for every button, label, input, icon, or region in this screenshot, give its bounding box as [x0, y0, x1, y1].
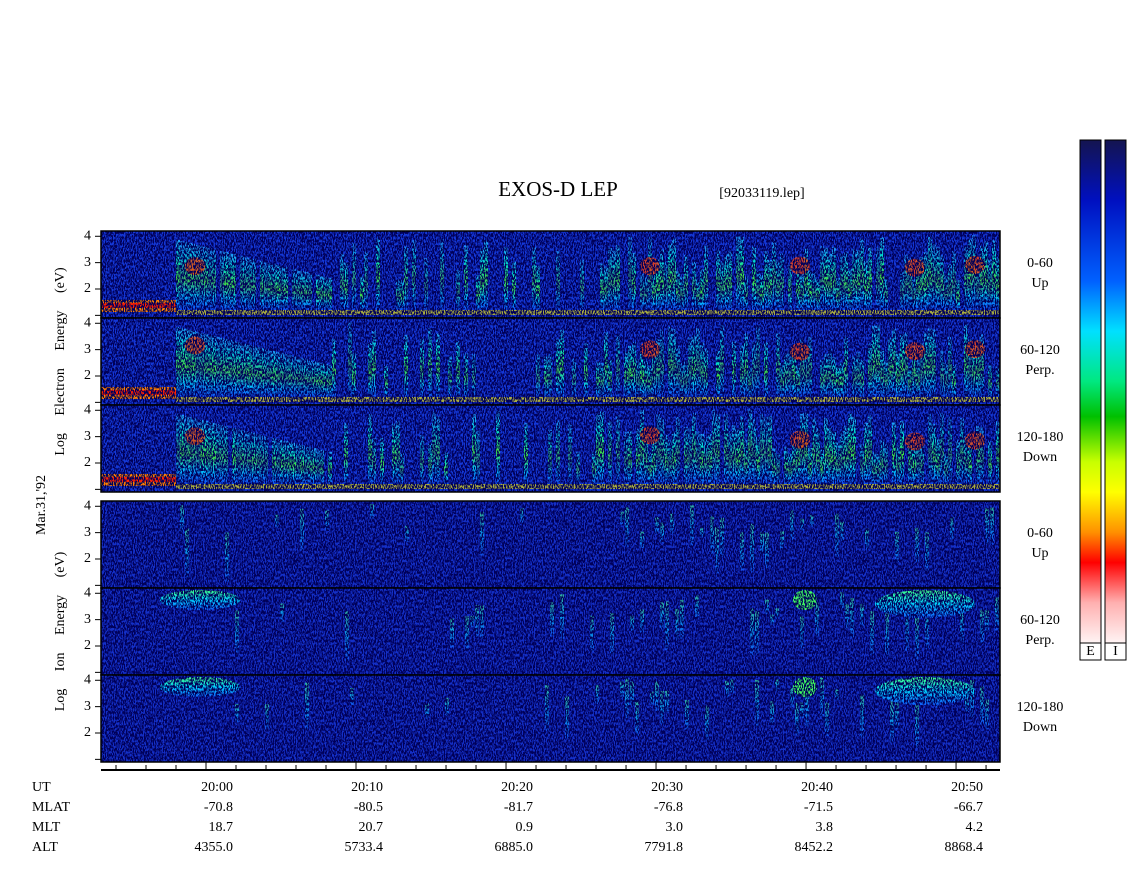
x-tick-label: 20:00 — [201, 780, 233, 795]
y-tick-label: 2 — [84, 551, 91, 566]
y-tick-label: 4 — [84, 585, 91, 600]
ephemeris-value: 6885.0 — [495, 840, 534, 855]
row-label: MLT — [32, 820, 61, 835]
row-label: UT — [32, 780, 51, 795]
ephemeris-value: 18.7 — [209, 820, 234, 835]
y-axis-label: Log Ion Energy (eV) — [53, 551, 68, 711]
ephemeris-value: 7791.8 — [645, 840, 684, 855]
ephemeris-value: 3.0 — [666, 820, 684, 835]
noise-overlay — [101, 231, 1000, 318]
ephemeris-value: 8868.4 — [945, 840, 984, 855]
ephemeris-value: -81.7 — [504, 800, 533, 815]
x-tick-label: 20:30 — [651, 780, 683, 795]
y-tick-label: 3 — [84, 612, 91, 627]
ephemeris-value: 5733.4 — [345, 840, 384, 855]
y-axis-label: Log Electron Energy (eV) — [53, 267, 68, 456]
file-name: [92033119.lep] — [719, 186, 804, 201]
pitch-label: 0-60 — [1027, 526, 1053, 541]
ephemeris-value: 4355.0 — [195, 840, 234, 855]
noise-overlay — [101, 501, 1000, 588]
noise-overlay — [101, 318, 1000, 405]
direction-label: Perp. — [1025, 363, 1054, 378]
y-tick-label: 4 — [84, 498, 91, 513]
y-tick-label: 3 — [84, 699, 91, 714]
panel-frame — [100, 674, 1001, 763]
x-tick-label: 20:20 — [501, 780, 533, 795]
direction-label: Up — [1031, 546, 1048, 561]
y-tick-label: 4 — [84, 315, 91, 330]
pitch-label: 60-120 — [1020, 343, 1060, 358]
pitch-label: 120-180 — [1017, 700, 1064, 715]
x-tick-label: 20:10 — [351, 780, 383, 795]
y-tick-label: 3 — [84, 429, 91, 444]
panel-frame — [100, 404, 1001, 493]
pitch-label: 60-120 — [1020, 613, 1060, 628]
ephemeris-value: -66.7 — [954, 800, 983, 815]
plot-area: Log Electron Energy (eV) 2 3 4 0-60 Up 2 3 4 60-1… — [32, 139, 1127, 855]
direction-label: Up — [1031, 276, 1048, 291]
ephemeris-value: -80.5 — [354, 800, 383, 815]
y-tick-label: 2 — [84, 638, 91, 653]
direction-label: Down — [1023, 720, 1057, 735]
noise-overlay — [101, 675, 1000, 762]
y-tick-label: 3 — [84, 525, 91, 540]
y-tick-label: 4 — [84, 228, 91, 243]
y-tick-label: 4 — [84, 672, 91, 687]
x-tick-label: 20:40 — [801, 780, 833, 795]
colorbar — [1079, 139, 1102, 644]
colorbar — [1104, 139, 1127, 644]
ephemeris-value: -76.8 — [654, 800, 683, 815]
noise-overlay — [101, 405, 1000, 492]
direction-label: Perp. — [1025, 633, 1054, 648]
ephemeris-value: 4.2 — [966, 820, 984, 835]
ephemeris-value: 20.7 — [359, 820, 384, 835]
noise-overlay — [101, 588, 1000, 675]
ephemeris-value: 8452.2 — [795, 840, 834, 855]
pitch-label: 120-180 — [1017, 430, 1064, 445]
title: EXOS-D LEP — [498, 177, 618, 201]
ephemeris-value: 3.8 — [816, 820, 834, 835]
colorbar-label: I — [1113, 644, 1118, 659]
colorbar-label: E — [1086, 644, 1095, 659]
y-tick-label: 2 — [84, 725, 91, 740]
ephemeris-value: -71.5 — [804, 800, 833, 815]
direction-label: Down — [1023, 450, 1057, 465]
ephemeris-value: 0.9 — [516, 820, 534, 835]
colorbar-label-box — [1104, 642, 1127, 661]
ephemeris-value: -70.8 — [204, 800, 233, 815]
y-tick-label: 2 — [84, 368, 91, 383]
colorbar-label-box — [1079, 642, 1102, 661]
row-label: MLAT — [32, 800, 71, 815]
y-tick-label: 3 — [84, 342, 91, 357]
pitch-label: 0-60 — [1027, 256, 1053, 271]
y-tick-label: 3 — [84, 255, 91, 270]
y-tick-label: 2 — [84, 455, 91, 470]
y-tick-label: 2 — [84, 281, 91, 296]
y-tick-label: 4 — [84, 402, 91, 417]
x-tick-label: 20:50 — [951, 780, 983, 795]
row-label: ALT — [32, 840, 58, 855]
date: Mar.31,'92 — [34, 475, 49, 535]
